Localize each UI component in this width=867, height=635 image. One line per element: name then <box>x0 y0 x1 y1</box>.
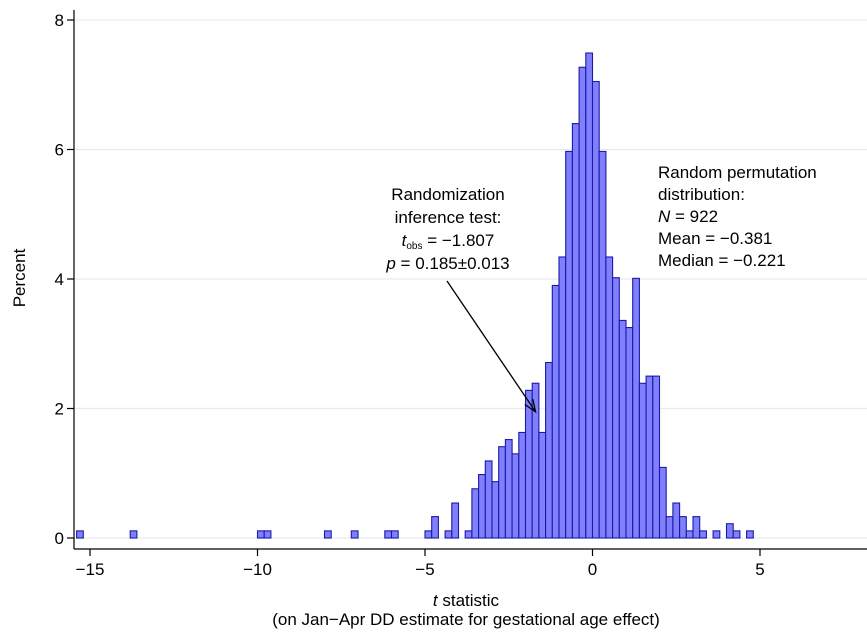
histogram-bar-37 <box>632 277 640 539</box>
annotation-mean: Mean = −0.381 <box>658 229 772 248</box>
histogram-bar-30 <box>585 52 594 539</box>
x-axis-label-line2: (on Jan−Apr DD estimate for gestational … <box>272 610 660 629</box>
annotation-randomization: Randomization inference test: tobs = −1.… <box>385 185 509 273</box>
t-subscript: obs <box>406 241 422 252</box>
histogram-bar-48 <box>712 530 721 539</box>
histogram-bar-15 <box>484 460 493 539</box>
histogram-bar-26 <box>558 256 567 539</box>
y-tick-label-8: 8 <box>55 11 64 30</box>
histogram-bar-11 <box>451 502 460 539</box>
histogram-bar-40 <box>652 375 661 539</box>
histogram-bar-25 <box>551 284 560 539</box>
x-tick-label--5: −5 <box>415 560 434 579</box>
histogram-bar-18 <box>504 439 513 539</box>
histogram-bar-31 <box>591 80 600 539</box>
histogram-bar-28 <box>571 123 580 539</box>
histogram-bar-29 <box>578 66 587 539</box>
histogram-bar-7 <box>390 530 399 539</box>
annotation-right-line1: Random permutation <box>658 163 817 182</box>
histogram-bar-17 <box>498 446 506 539</box>
annotation-t-obs: tobs = −1.807 <box>402 231 495 252</box>
annotation-left-line2: inference test: <box>395 208 502 227</box>
y-tick-label-6: 6 <box>55 141 64 160</box>
histogram-bar-12 <box>464 530 473 539</box>
histogram-bar-43 <box>672 502 681 539</box>
histogram-bar-1 <box>129 530 138 539</box>
arrow-shaft <box>446 280 537 413</box>
histogram-bar-8 <box>424 530 433 539</box>
arrow-head <box>524 398 537 414</box>
p-value: = 0.185±0.013 <box>396 254 510 273</box>
histogram-bar-4 <box>323 530 332 539</box>
histogram-bar-46 <box>692 516 701 539</box>
histogram-bar-9 <box>431 516 439 539</box>
x-tick-label-5: 5 <box>755 560 764 579</box>
histogram-bar-19 <box>511 453 520 539</box>
annotation-n: N = 922 <box>658 207 718 226</box>
n-value: = 922 <box>670 207 718 226</box>
x-axis-label-rest: statistic <box>438 591 500 610</box>
histogram-bar-20 <box>518 431 527 539</box>
histogram-bar-27 <box>565 150 573 539</box>
p-symbol: p <box>385 254 395 273</box>
n-symbol: N <box>658 207 671 226</box>
histogram-bar-47 <box>699 530 707 539</box>
y-tick-label-2: 2 <box>55 400 64 419</box>
histogram-bar-51 <box>746 530 754 539</box>
x-tick-label--10: −10 <box>243 560 272 579</box>
y-tick-label-0: 0 <box>55 529 64 548</box>
histogram-bar-32 <box>598 150 607 539</box>
histogram-bar-33 <box>605 256 614 539</box>
histogram-bar-35 <box>618 319 627 539</box>
histogram-bar-36 <box>625 327 634 539</box>
histogram-bar-14 <box>478 473 486 539</box>
x-tick-label-0: 0 <box>588 560 597 579</box>
histogram-bar-22 <box>531 382 540 539</box>
t-value: = −1.807 <box>423 231 495 250</box>
histogram-bar-45 <box>685 530 694 539</box>
histogram-bar-34 <box>612 277 620 539</box>
histogram-bar-0 <box>76 530 84 539</box>
histogram-bar-38 <box>638 382 647 539</box>
histogram-bar-49 <box>725 523 734 539</box>
annotation-median: Median = −0.221 <box>658 251 786 270</box>
x-axis-label: t statistic <box>433 591 500 610</box>
histogram-bar-5 <box>350 530 359 539</box>
histogram-bar-3 <box>263 530 272 539</box>
annotation-p-value: p = 0.185±0.013 <box>385 254 509 273</box>
histogram-bar-50 <box>732 530 741 539</box>
histogram-bar-13 <box>471 488 480 539</box>
x-axis-ticks: −15 −10 −5 0 5 <box>76 549 765 579</box>
histogram-bar-16 <box>491 481 500 539</box>
histogram-bar-42 <box>665 516 674 539</box>
histogram-bars <box>76 52 754 539</box>
histogram-bar-41 <box>658 466 667 539</box>
histogram-bar-2 <box>256 530 265 539</box>
annotation-arrow <box>446 280 537 414</box>
t-symbol: t <box>402 231 408 250</box>
x-tick-label--15: −15 <box>76 560 105 579</box>
annotation-distribution: Random permutation distribution: N = 922… <box>658 163 817 270</box>
y-tick-label-4: 4 <box>55 270 64 289</box>
annotation-left-line1: Randomization <box>391 185 504 204</box>
histogram-bar-23 <box>538 431 547 539</box>
x-axis-label-var: t <box>433 591 439 610</box>
histogram-bar-44 <box>679 516 687 539</box>
annotation-right-line2: distribution: <box>658 185 745 204</box>
histogram-bar-24 <box>545 361 553 539</box>
histogram-bar-21 <box>524 389 533 539</box>
y-axis-label: Percent <box>10 248 29 307</box>
y-axis-ticks: 0 2 4 6 8 <box>55 11 74 548</box>
histogram-bar-10 <box>444 530 453 539</box>
histogram-bar-6 <box>384 530 393 539</box>
histogram-bar-39 <box>645 375 654 539</box>
